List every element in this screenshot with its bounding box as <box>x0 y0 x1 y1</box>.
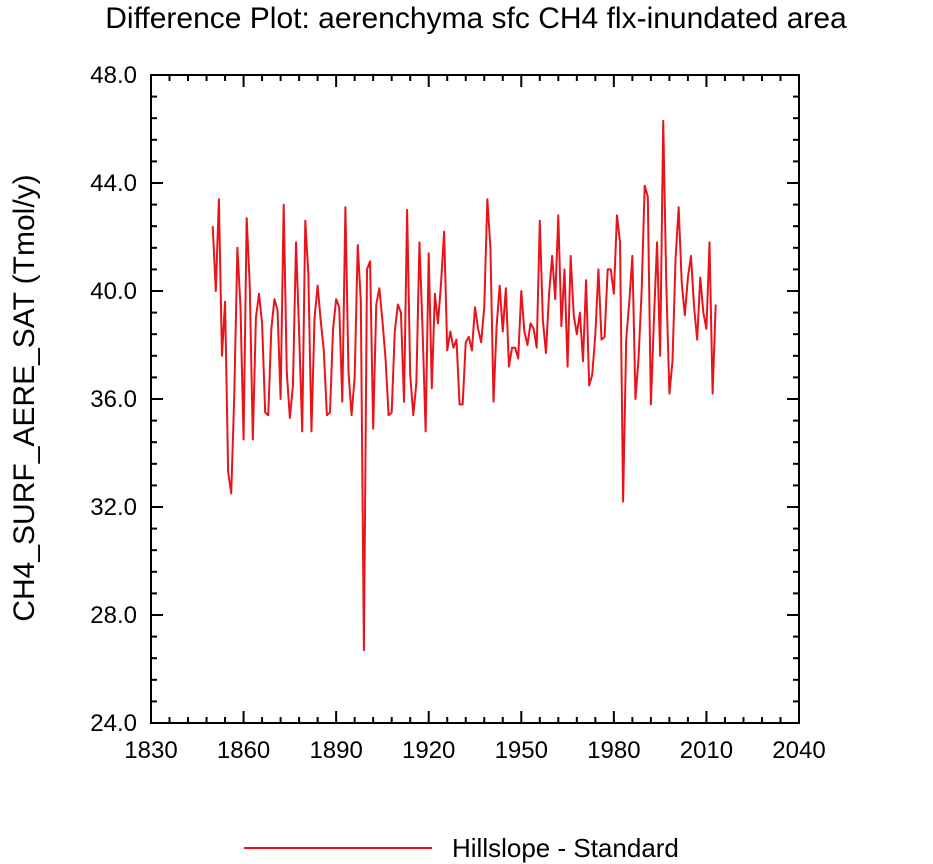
x-tick-label: 2040 <box>772 737 825 764</box>
y-tick-label: 36.0 <box>90 386 137 413</box>
y-tick-label: 32.0 <box>90 494 137 521</box>
x-tick-label: 1890 <box>309 737 362 764</box>
series-layer <box>211 119 717 652</box>
x-tick-label: 1860 <box>217 737 270 764</box>
plot-frame <box>150 74 800 724</box>
x-tick-label: 1950 <box>495 737 548 764</box>
x-tick-label: 1980 <box>587 737 640 764</box>
x-tick-label: 2010 <box>680 737 733 764</box>
y-tick-label: 28.0 <box>90 602 137 629</box>
legend-label: Hillslope - Standard <box>452 833 679 863</box>
ticks-layer: 1830 1860 1890 1920 1950 1980 2010 2040 24.0 28.0… <box>90 62 825 764</box>
y-tick-label: 44.0 <box>90 170 137 197</box>
y-axis-label: CH4_SURF_AERE_SAT (Tmol/y) <box>8 174 41 621</box>
chart-title: Difference Plot: aerenchyma sfc CH4 flx-… <box>105 2 847 35</box>
x-tick-label: 1830 <box>124 737 177 764</box>
y-tick-label: 48.0 <box>90 62 137 89</box>
legend: Hillslope - Standard <box>244 833 679 863</box>
series-line-hillslope-standard <box>211 119 717 652</box>
x-tick-label: 1920 <box>402 737 455 764</box>
y-tick-label: 24.0 <box>90 710 137 737</box>
y-tick-label: 40.0 <box>90 278 137 305</box>
